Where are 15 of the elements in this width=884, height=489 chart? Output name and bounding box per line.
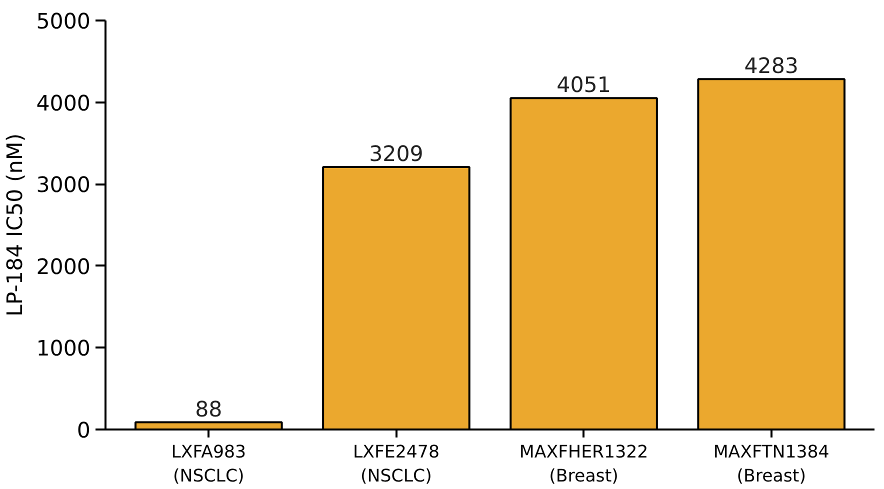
y-axis-title: LP-184 IC50 (nM): [3, 133, 28, 317]
x-tick-label: MAXFHER1322 (Breast): [519, 442, 648, 486]
data-label: 88: [195, 397, 222, 422]
y-tick-label: 1000: [36, 336, 91, 362]
y-tick-label: 0: [76, 418, 91, 444]
x-tick-label: MAXFTN1384 (Breast): [713, 442, 830, 486]
data-label: 4051: [556, 73, 611, 98]
y-tick-label: 4000: [36, 91, 91, 116]
y-tick-label: 5000: [36, 10, 91, 34]
x-tick-label: LXFA983 (NSCLC): [171, 442, 246, 486]
y-tick-label: 3000: [36, 173, 91, 198]
y-tick-label: 2000: [36, 254, 91, 280]
data-label: 4283: [744, 54, 798, 80]
data-label: 3209: [369, 142, 424, 168]
x-tick-label: LXFE2478 (NSCLC): [352, 442, 440, 486]
